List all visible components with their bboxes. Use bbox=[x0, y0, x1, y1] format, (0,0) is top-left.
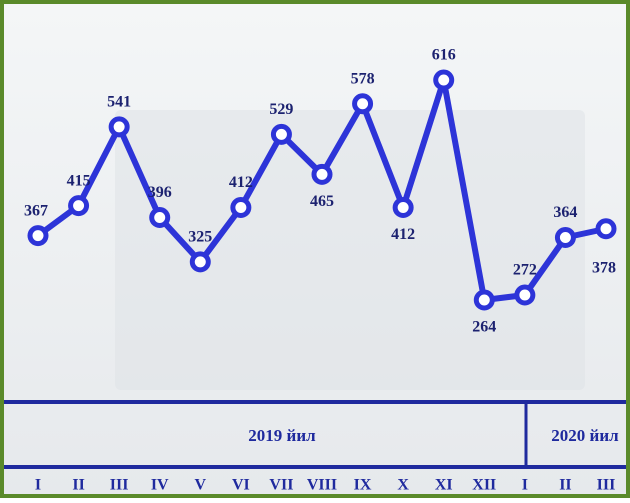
x-tick-label: I bbox=[35, 477, 41, 494]
point bbox=[598, 221, 614, 237]
point bbox=[111, 119, 127, 135]
data-label: 272 bbox=[513, 262, 537, 279]
point bbox=[273, 126, 289, 142]
point bbox=[192, 254, 208, 270]
data-label: 578 bbox=[351, 70, 375, 87]
data-label: 378 bbox=[592, 259, 616, 276]
data-label: 367 bbox=[24, 202, 48, 219]
data-label: 529 bbox=[269, 101, 293, 118]
data-label: 541 bbox=[107, 94, 131, 111]
point bbox=[517, 287, 533, 303]
point bbox=[30, 228, 46, 244]
year-label: 2020 йил bbox=[551, 426, 619, 445]
x-tick-label: V bbox=[195, 477, 207, 494]
point bbox=[436, 72, 452, 88]
chart: 2019 йил 2020 йил IIIIIIIVVVIVIIVIIIIXXX… bbox=[0, 0, 630, 498]
data-label: 415 bbox=[67, 172, 91, 189]
x-tick-label: VII bbox=[269, 477, 293, 494]
point bbox=[314, 166, 330, 182]
data-label: 264 bbox=[472, 319, 496, 336]
x-tick-label: IV bbox=[151, 477, 169, 494]
point bbox=[355, 96, 371, 112]
point bbox=[395, 200, 411, 216]
data-label: 465 bbox=[310, 193, 334, 210]
x-tick-label: III bbox=[110, 477, 129, 494]
x-tick-label: VI bbox=[232, 477, 250, 494]
x-tick-label: IX bbox=[354, 477, 372, 494]
x-tick-label: XI bbox=[435, 477, 453, 494]
x-tick-label: I bbox=[522, 477, 528, 494]
point bbox=[476, 292, 492, 308]
x-tick-label: III bbox=[597, 477, 616, 494]
x-tick-label: X bbox=[397, 477, 409, 494]
point bbox=[233, 200, 249, 216]
data-label: 364 bbox=[553, 204, 577, 221]
data-label: 616 bbox=[432, 47, 456, 64]
data-label: 412 bbox=[391, 226, 415, 243]
x-tick-label: XII bbox=[472, 477, 496, 494]
x-tick-label: II bbox=[72, 477, 84, 494]
x-tick-label: II bbox=[559, 477, 571, 494]
x-tick-label: VIII bbox=[307, 477, 337, 494]
point bbox=[557, 230, 573, 246]
data-label: 412 bbox=[229, 174, 253, 191]
point bbox=[71, 198, 87, 214]
data-label: 325 bbox=[188, 229, 212, 246]
point bbox=[152, 210, 168, 226]
year-label: 2019 йил bbox=[248, 426, 316, 445]
data-label: 396 bbox=[148, 184, 172, 201]
